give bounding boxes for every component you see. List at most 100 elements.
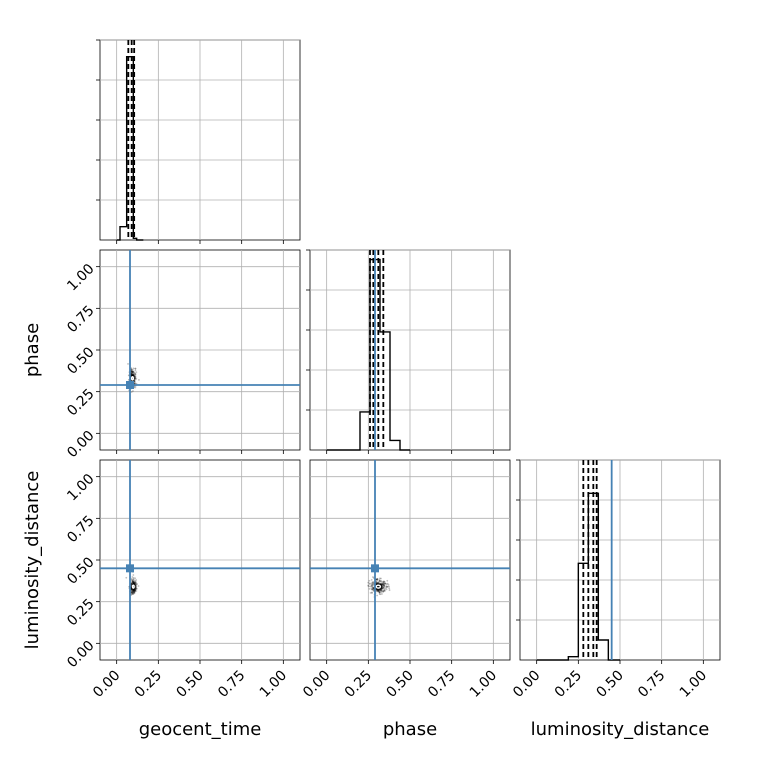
density-point bbox=[135, 585, 138, 588]
density-point bbox=[371, 592, 373, 594]
density-point bbox=[367, 581, 370, 584]
y-tick-label: 0.25 bbox=[64, 386, 97, 419]
density-point bbox=[131, 592, 134, 595]
density-point bbox=[130, 391, 133, 393]
density-point bbox=[382, 586, 385, 589]
x-tick-label: 1.00 bbox=[677, 668, 710, 701]
density-point bbox=[380, 582, 383, 585]
density-point bbox=[133, 379, 136, 382]
density-point bbox=[132, 371, 135, 374]
density-point bbox=[130, 367, 133, 370]
y-tick-label: 1.00 bbox=[64, 261, 97, 294]
panel-phase-hist bbox=[306, 249, 511, 454]
density-point bbox=[388, 587, 391, 590]
panel-distance-vs-phase: 0.00 0.25 0.50 0.75 1.00 bbox=[300, 459, 511, 701]
density-point bbox=[382, 587, 385, 590]
density-point bbox=[134, 372, 137, 375]
density-point bbox=[370, 585, 373, 587]
density-point bbox=[134, 589, 137, 592]
density-point bbox=[131, 369, 134, 371]
density-point bbox=[132, 589, 134, 592]
density-point bbox=[130, 371, 133, 374]
density-point bbox=[131, 579, 134, 582]
density-point bbox=[382, 589, 385, 592]
density-point bbox=[383, 589, 386, 592]
density-point bbox=[133, 377, 136, 380]
density-point bbox=[131, 372, 134, 375]
density-point bbox=[376, 590, 379, 593]
density-point bbox=[370, 587, 373, 590]
density-point bbox=[372, 587, 375, 590]
y-tick-label: 0.00 bbox=[64, 638, 97, 671]
x-tick-label: 1.00 bbox=[257, 668, 290, 701]
density-point bbox=[379, 593, 382, 596]
density-point bbox=[368, 583, 371, 585]
density-point bbox=[131, 590, 133, 593]
density-point bbox=[130, 578, 133, 581]
x-tick-label: 0.25 bbox=[132, 668, 165, 701]
density-point bbox=[131, 580, 134, 583]
x-tick-label: 0.00 bbox=[90, 668, 123, 701]
density-point bbox=[130, 372, 133, 375]
density-point bbox=[133, 372, 136, 375]
density-point bbox=[134, 377, 137, 379]
density-point bbox=[379, 590, 382, 593]
x-axis-label-geocent-time: geocent_time bbox=[139, 719, 262, 740]
density-point bbox=[381, 590, 384, 593]
density-point bbox=[385, 588, 388, 591]
density-point bbox=[131, 370, 134, 373]
density-point bbox=[378, 591, 381, 594]
density-point bbox=[131, 590, 134, 593]
density-point bbox=[133, 579, 136, 582]
density-point bbox=[371, 586, 374, 589]
density-point bbox=[380, 589, 383, 592]
x-tick-label: 0.50 bbox=[173, 668, 206, 701]
density-point bbox=[135, 590, 138, 592]
density-point bbox=[134, 369, 137, 372]
density-point bbox=[378, 593, 381, 595]
density-point bbox=[384, 582, 387, 585]
density-point bbox=[132, 591, 135, 594]
density-point bbox=[132, 581, 135, 584]
density-point bbox=[386, 585, 389, 588]
density-point bbox=[131, 371, 134, 374]
density-point bbox=[380, 589, 383, 592]
density-point bbox=[131, 591, 134, 594]
density-point bbox=[130, 368, 133, 371]
density-point bbox=[132, 371, 135, 374]
density-point bbox=[135, 587, 138, 589]
density-point bbox=[377, 581, 380, 584]
panel-distance-hist: 0.00 0.25 0.50 0.75 1.00 bbox=[510, 459, 721, 701]
density-point bbox=[133, 582, 136, 585]
density-point bbox=[381, 589, 383, 592]
density-point bbox=[384, 582, 387, 585]
density-point bbox=[132, 581, 134, 584]
density-point bbox=[383, 582, 386, 584]
density-point bbox=[134, 588, 137, 590]
density-point bbox=[134, 386, 137, 389]
density-point bbox=[384, 589, 386, 592]
density-point bbox=[132, 590, 135, 593]
x-tick-label: 1.00 bbox=[467, 668, 500, 701]
density-contour bbox=[131, 584, 135, 589]
density-point bbox=[131, 580, 134, 583]
density-point bbox=[132, 372, 135, 375]
density-point bbox=[134, 581, 137, 584]
density-point bbox=[383, 584, 385, 587]
density-point bbox=[130, 368, 133, 370]
density-point bbox=[380, 577, 382, 580]
density-point bbox=[382, 580, 385, 583]
density-point bbox=[376, 578, 379, 581]
density-point bbox=[133, 591, 135, 594]
density-point bbox=[132, 580, 134, 583]
truth-marker bbox=[126, 564, 134, 573]
y-tick-label: 0.25 bbox=[64, 596, 97, 629]
density-point bbox=[130, 581, 133, 584]
x-tick-label: 0.50 bbox=[383, 668, 416, 701]
density-point bbox=[385, 585, 388, 588]
density-point bbox=[134, 589, 137, 591]
density-point bbox=[134, 375, 137, 378]
density-point bbox=[385, 583, 388, 586]
density-point bbox=[137, 585, 140, 587]
density-point bbox=[386, 585, 389, 588]
